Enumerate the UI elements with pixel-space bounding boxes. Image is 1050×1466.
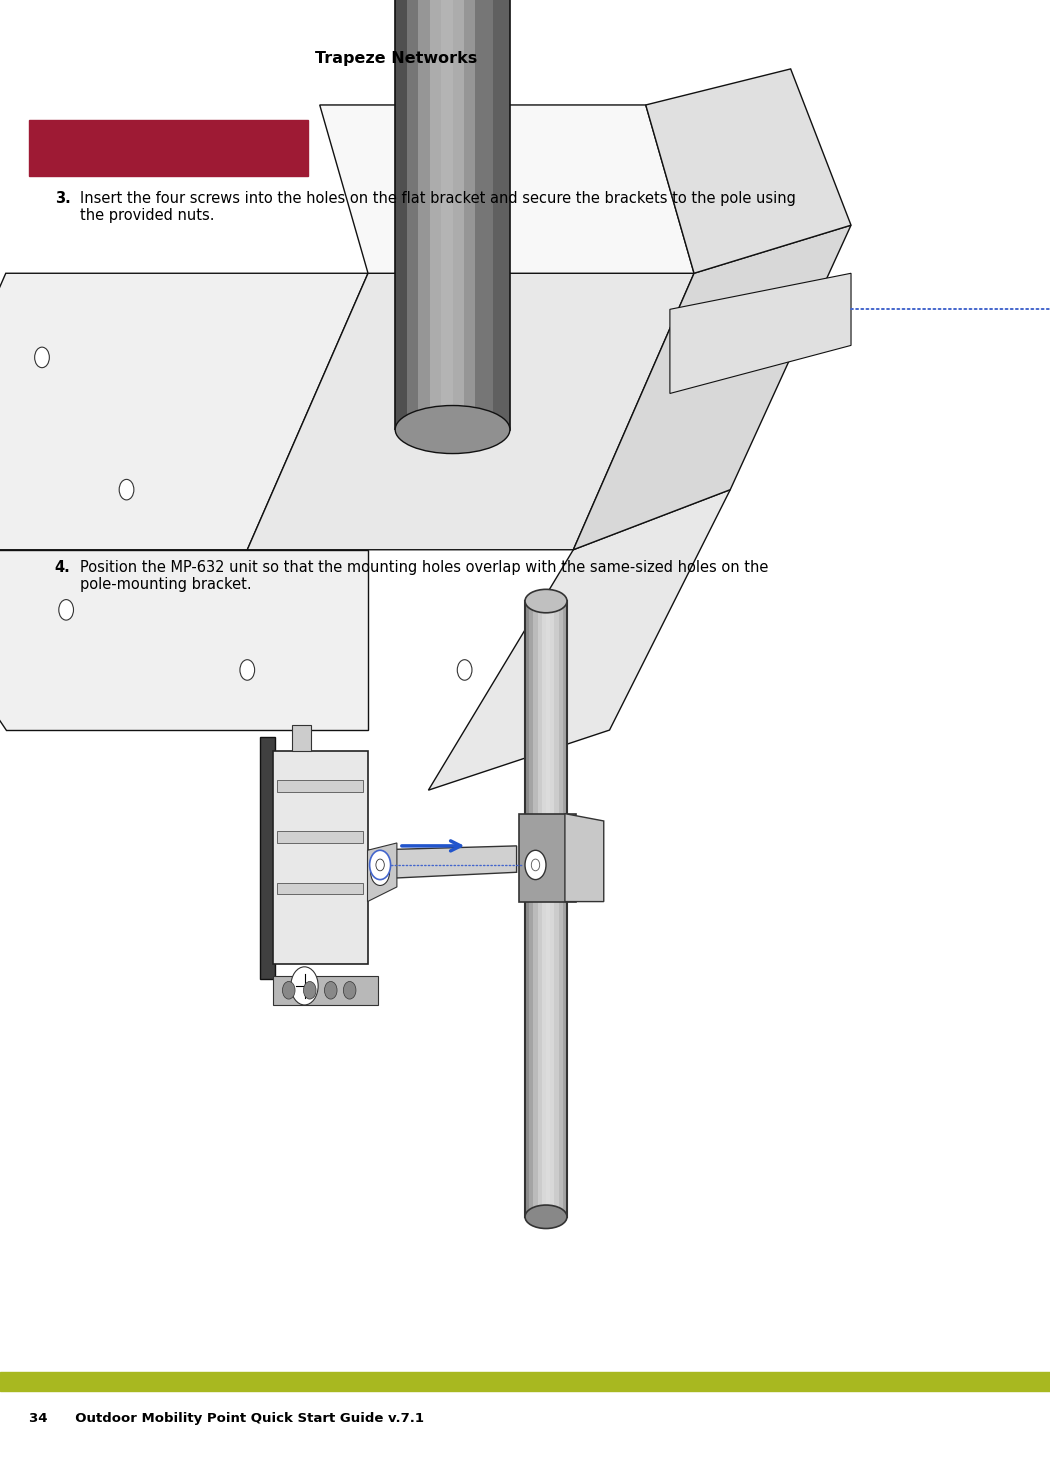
Circle shape [531, 859, 540, 871]
Bar [395, 0, 510, 430]
Text: 34      Outdoor Mobility Point Quick Start Guide v.7.1: 34 Outdoor Mobility Point Quick Start Gu… [29, 1412, 424, 1425]
Polygon shape [573, 226, 850, 550]
Polygon shape [362, 846, 517, 880]
Text: Trapeze Networks: Trapeze Networks [315, 51, 478, 66]
Circle shape [119, 479, 133, 500]
Bar [429, 0, 447, 430]
Bar [406, 0, 424, 430]
Text: 4.: 4. [55, 560, 70, 575]
Bar [395, 0, 413, 430]
Bar [550, 601, 555, 1217]
Circle shape [376, 859, 384, 871]
Bar [533, 601, 539, 1217]
Bar [554, 601, 560, 1217]
Bar [525, 601, 567, 1217]
Bar [273, 976, 378, 1006]
Ellipse shape [525, 1205, 567, 1229]
Circle shape [371, 859, 390, 885]
Polygon shape [670, 273, 850, 393]
Bar [418, 0, 436, 430]
Circle shape [370, 850, 391, 880]
Bar [542, 601, 547, 1217]
Polygon shape [0, 273, 368, 550]
Circle shape [343, 982, 356, 1000]
Polygon shape [0, 550, 368, 730]
Polygon shape [565, 814, 604, 902]
Bar [538, 601, 543, 1217]
Bar [563, 601, 568, 1217]
Circle shape [59, 600, 74, 620]
Polygon shape [368, 843, 397, 902]
Polygon shape [319, 106, 694, 273]
Circle shape [303, 982, 316, 1000]
Circle shape [458, 660, 472, 680]
Bar [464, 0, 481, 430]
Circle shape [324, 982, 337, 1000]
Ellipse shape [395, 406, 510, 453]
Circle shape [525, 850, 546, 880]
Bar [277, 831, 363, 843]
Polygon shape [646, 69, 850, 273]
Circle shape [291, 968, 318, 1006]
Text: Insert the four screws into the holes on the flat bracket and secure the bracket: Insert the four screws into the holes on… [80, 191, 796, 223]
Text: Position the MP-632 unit so that the mounting holes overlap with the same-sized : Position the MP-632 unit so that the mou… [80, 560, 769, 592]
Bar [277, 883, 363, 894]
Circle shape [239, 660, 254, 680]
Polygon shape [428, 490, 731, 790]
Circle shape [282, 982, 295, 1000]
Bar [476, 0, 492, 430]
Bar [273, 751, 368, 965]
Text: 3.: 3. [55, 191, 70, 205]
Bar [519, 814, 576, 902]
Bar [260, 737, 275, 979]
Bar [546, 601, 551, 1217]
Ellipse shape [525, 589, 567, 613]
Bar [559, 601, 564, 1217]
Circle shape [35, 347, 49, 368]
Bar [529, 601, 534, 1217]
Polygon shape [247, 273, 694, 550]
Bar [292, 726, 311, 751]
Bar [453, 0, 469, 430]
Bar [525, 601, 530, 1217]
Bar [441, 0, 458, 430]
Bar [395, 0, 510, 430]
Bar [277, 780, 363, 792]
